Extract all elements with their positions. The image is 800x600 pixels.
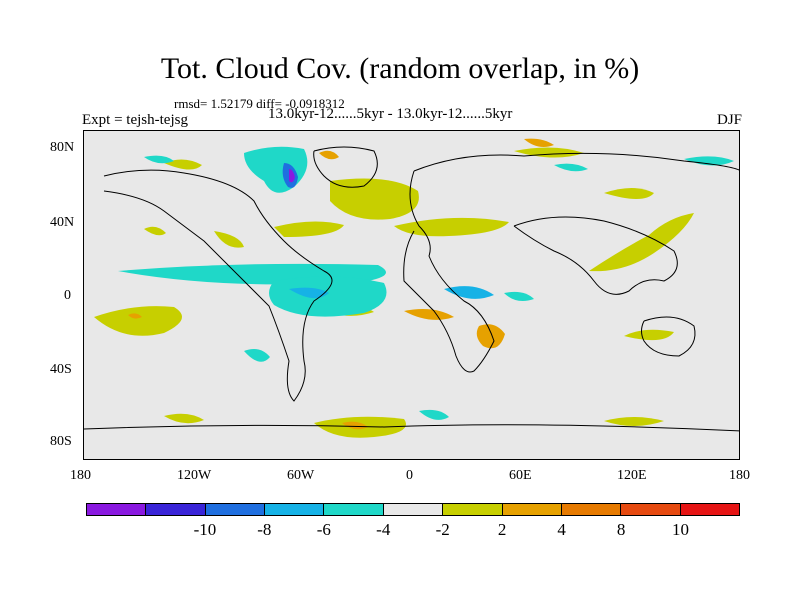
map-drawing <box>84 138 739 438</box>
colorbar-label: -4 <box>376 520 391 539</box>
colorbar-swatch <box>87 504 147 515</box>
lon-label-120e: 120E <box>617 468 647 483</box>
colorbar-label: -8 <box>257 520 272 539</box>
colorbar-swatch <box>443 504 503 515</box>
map-panel <box>83 130 740 460</box>
coastlines <box>84 146 739 432</box>
colorbar-swatch <box>324 504 384 515</box>
lat-label-80s: 80S <box>50 434 72 449</box>
lon-label-60e: 60E <box>509 468 532 483</box>
stats-line: rmsd= 1.52179 diff= -0.0918312 <box>174 96 345 111</box>
lon-label-180w: 180 <box>70 468 91 483</box>
season-label: DJF <box>716 112 742 128</box>
colorbar <box>86 503 740 516</box>
colorbar-swatch <box>383 504 444 515</box>
lon-label-120w: 120W <box>177 468 212 483</box>
anomaly-patches <box>94 138 734 438</box>
lat-label-80n: 80N <box>50 140 75 155</box>
lat-label-0: 0 <box>64 288 71 303</box>
colorbar-swatch <box>205 504 266 515</box>
colorbar-label: 2 <box>497 520 507 539</box>
colorbar-label: 4 <box>557 520 566 539</box>
experiment-label: Expt = tejsh-tejsg <box>82 112 188 128</box>
colorbar-label: -6 <box>316 520 331 539</box>
colorbar-swatch <box>561 504 622 515</box>
period-label: 13.0kyr-12......5kyr - 13.0kyr-12......5… <box>268 106 513 122</box>
colorbar-swatch <box>502 504 562 515</box>
colorbar-label: 10 <box>672 520 690 539</box>
lon-label-0: 0 <box>406 468 413 483</box>
colorbar-swatch <box>265 504 325 515</box>
lat-label-40s: 40S <box>50 362 72 377</box>
colorbar-label: 8 <box>616 520 626 539</box>
chart-title: Tot. Cloud Cov. (random overlap, in %) <box>160 52 640 85</box>
colorbar-swatch <box>146 504 206 515</box>
lon-label-180e: 180 <box>729 468 750 483</box>
lon-label-60w: 60W <box>287 468 315 483</box>
lat-label-40n: 40N <box>50 215 75 230</box>
colorbar-swatch <box>680 504 739 515</box>
colorbar-swatch <box>621 504 681 515</box>
colorbar-label: -2 <box>435 520 450 539</box>
colorbar-label: -10 <box>193 520 217 539</box>
